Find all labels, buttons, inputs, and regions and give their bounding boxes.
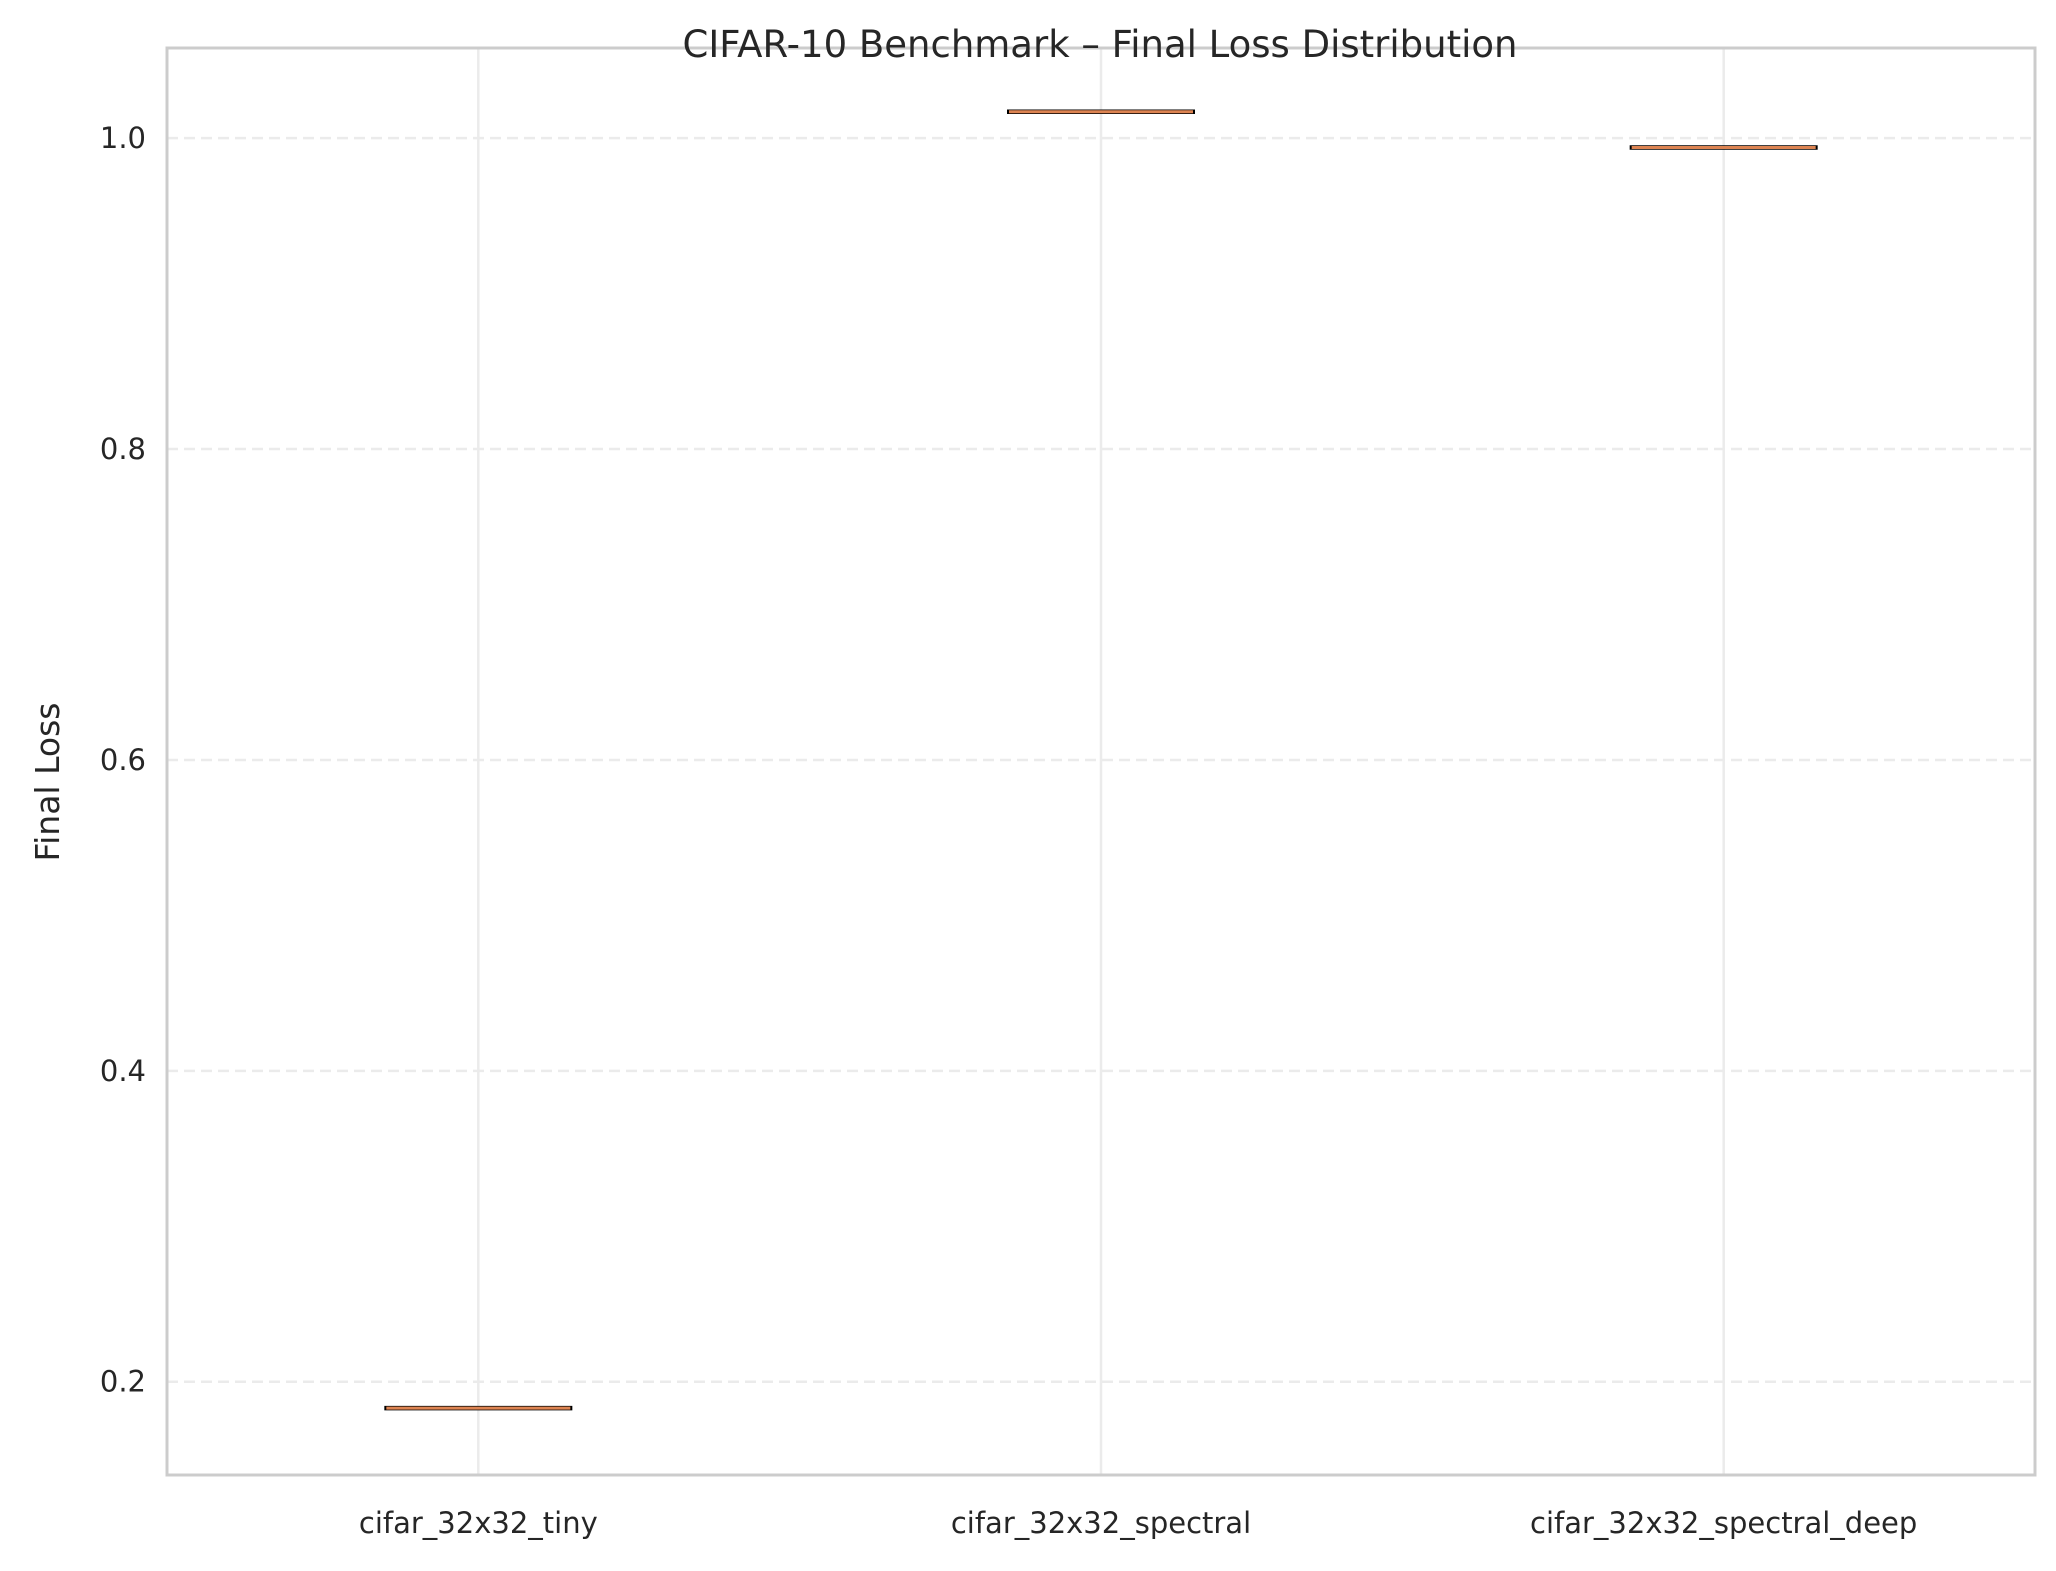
plot-frame (165, 46, 2037, 1477)
y-tick-label: 0.8 (100, 432, 146, 466)
y-axis-label: Final Loss (28, 703, 67, 862)
grid-lines (167, 48, 2035, 1475)
y-tick-label: 0.6 (100, 743, 146, 777)
x-tick-label: cifar_32x32_spectral_deep (1530, 1506, 1917, 1540)
y-tick-label: 0.4 (100, 1054, 146, 1088)
box-marks (384, 109, 1818, 1411)
y-tick-labels: 0.2 0.4 0.6 0.8 1.0 (100, 121, 146, 1399)
y-tick-label: 0.2 (100, 1365, 146, 1399)
x-tick-label: cifar_32x32_tiny (359, 1506, 598, 1540)
y-tick-label: 1.0 (100, 121, 146, 155)
chart-title: CIFAR-10 Benchmark – Final Loss Distribu… (683, 23, 1518, 66)
x-tick-labels: cifar_32x32_tiny cifar_32x32_spectral cifa… (359, 1506, 1917, 1540)
x-tick-label: cifar_32x32_spectral (951, 1506, 1251, 1540)
